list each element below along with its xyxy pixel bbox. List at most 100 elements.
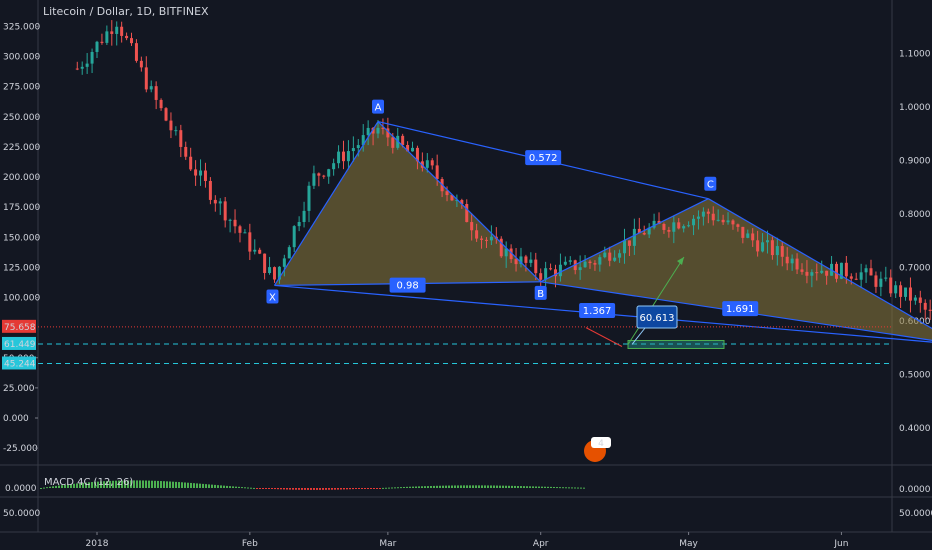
macd-bar: [199, 483, 201, 488]
macd-bar: [196, 483, 198, 488]
macd-bar: [358, 488, 360, 489]
candle-body: [411, 147, 415, 152]
macd-bar: [235, 486, 237, 488]
macd-bar: [439, 485, 441, 488]
candle-body: [667, 229, 671, 232]
ratio-label: 1.367: [579, 302, 616, 318]
macd-bar: [370, 488, 372, 489]
macd-bar: [67, 484, 69, 488]
candle-body: [736, 224, 740, 227]
candle-body: [90, 51, 94, 64]
macd-bar: [520, 486, 522, 488]
macd-bar: [256, 488, 258, 489]
candle-body: [425, 160, 429, 168]
candle-body: [746, 233, 750, 238]
macd-bar: [301, 488, 303, 490]
macd-bar: [166, 481, 168, 488]
macd-bar: [550, 486, 552, 488]
candle-body: [918, 297, 922, 303]
price-badge: 61.449: [2, 336, 36, 350]
candle-body: [149, 86, 153, 90]
macd-bar: [517, 485, 519, 488]
right-axis-tick: 0.4000: [899, 424, 931, 434]
pattern-point-label: X: [269, 292, 276, 303]
pattern-triangle-xab: [274, 121, 541, 286]
candle-body: [169, 120, 173, 131]
macd-bar: [238, 486, 240, 488]
macd-bar: [427, 486, 429, 488]
macd-bar: [109, 480, 111, 488]
price-badge-text: 75.658: [4, 323, 36, 333]
macd-bar: [388, 487, 390, 489]
candle-body: [401, 135, 405, 145]
macd-bar: [97, 481, 99, 488]
candle-body: [263, 253, 267, 274]
left-axis-tick: 175.000: [3, 203, 40, 213]
macd-bar: [541, 486, 543, 488]
candle-body: [346, 151, 350, 162]
candle-body: [509, 248, 513, 260]
macd-bar: [286, 488, 288, 490]
candle-body: [514, 259, 518, 265]
candle-body: [475, 230, 479, 239]
candle-body: [913, 297, 917, 301]
macd-bar: [142, 480, 144, 488]
pattern-point-label: B: [537, 289, 544, 300]
candle-body: [637, 228, 641, 234]
pattern-point-label: C: [707, 180, 714, 191]
macd-bar: [91, 482, 93, 488]
macd-bar: [43, 487, 45, 489]
candle-body: [499, 238, 503, 257]
macd-bar: [529, 486, 531, 488]
macd-bar: [424, 486, 426, 488]
macd-bar: [115, 480, 117, 488]
candle-body: [627, 240, 631, 246]
up-arrow-head: [677, 257, 684, 265]
lower-pane-right-label: 50.0000: [899, 509, 932, 519]
macd-value-right-bg: [893, 482, 931, 495]
left-axis-tick: 150.000: [3, 233, 40, 243]
macd-bar: [139, 480, 141, 488]
candle-body: [741, 226, 745, 238]
pattern-line-xa: [273, 121, 379, 286]
candle-body: [657, 220, 661, 224]
candle-body: [583, 261, 587, 268]
macd-bar: [181, 482, 183, 488]
macd-bar: [487, 485, 489, 488]
macd-bar: [502, 485, 504, 488]
candle-body: [100, 41, 104, 43]
candle-body: [613, 257, 617, 261]
macd-bar: [523, 486, 525, 488]
candles: [75, 20, 932, 320]
macd-bar: [289, 488, 291, 490]
macd-bar: [205, 484, 207, 488]
candle-body: [765, 240, 769, 243]
candle-body: [445, 191, 449, 196]
candle-body: [682, 226, 686, 229]
macd-bar: [475, 485, 477, 488]
macd-bar: [532, 486, 534, 488]
projection-up-arrow: [627, 256, 685, 345]
macd-bar: [85, 482, 87, 488]
macd-bar: [175, 481, 177, 488]
candle-body: [282, 258, 286, 267]
macd-bar: [325, 488, 327, 490]
macd-bar: [190, 482, 192, 488]
candle-body: [529, 259, 533, 263]
macd-bar: [349, 488, 351, 490]
candle-body: [302, 210, 306, 223]
pattern-point-x: X: [266, 289, 279, 304]
macd-bar: [526, 486, 528, 488]
candle-body: [775, 246, 779, 256]
candle-body: [647, 227, 651, 235]
macd-bar: [271, 488, 273, 489]
candle-body: [337, 151, 341, 164]
candle-body: [194, 169, 198, 176]
macd-bar: [505, 485, 507, 488]
pattern-point-badge: [534, 285, 547, 300]
candle-body: [154, 86, 158, 100]
candle-body: [608, 252, 612, 261]
macd-bar: [118, 480, 120, 488]
candle-body: [524, 256, 528, 263]
